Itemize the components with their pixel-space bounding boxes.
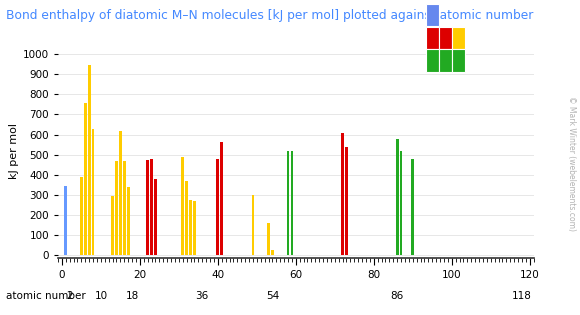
Bar [287,151,289,255]
Bar [182,157,184,255]
Bar [185,181,188,255]
Bar [80,177,83,255]
Bar [193,201,196,255]
Text: 36: 36 [195,291,209,301]
Bar [119,131,122,255]
Bar [267,223,270,255]
Text: Bond enthalpy of diatomic M–N molecules [kJ per mol] plotted against atomic numb: Bond enthalpy of diatomic M–N molecules … [6,9,533,22]
Bar [396,139,398,255]
Bar [127,187,129,255]
Bar [64,186,67,255]
Bar [411,159,414,255]
Text: 2: 2 [66,291,73,301]
Bar [88,65,90,255]
Bar [189,200,192,255]
Bar [341,133,344,255]
Bar [220,142,223,255]
Bar [111,196,114,255]
Bar [146,159,149,255]
Y-axis label: kJ per mol: kJ per mol [9,123,19,179]
Text: 86: 86 [390,291,404,301]
Text: 10: 10 [95,291,107,301]
Text: 118: 118 [512,291,532,301]
Bar [291,151,293,255]
Text: © Mark Winter (webelements.com): © Mark Winter (webelements.com) [567,96,576,231]
Text: atomic number: atomic number [6,291,86,301]
Bar [252,195,254,255]
Bar [115,161,118,255]
Bar [216,159,219,255]
Bar [154,179,157,255]
Bar [92,129,95,255]
Text: 18: 18 [125,291,139,301]
Bar [345,147,348,255]
Bar [84,103,86,255]
Bar [150,159,153,255]
Bar [123,161,126,255]
Bar [271,250,274,255]
Bar [400,151,403,255]
Text: 54: 54 [266,291,279,301]
